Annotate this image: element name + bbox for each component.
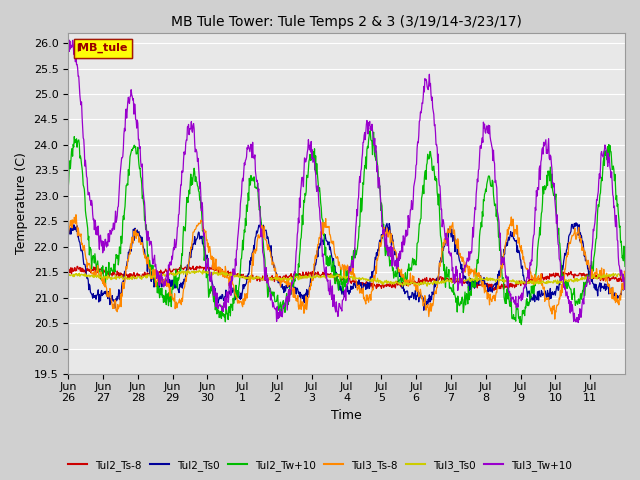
Tul3_Ts0: [399, 284, 406, 289]
Tul3_Ts0: [509, 279, 517, 285]
Tul2_Ts0: [509, 236, 517, 241]
Tul3_Tw+10: [64, 45, 72, 51]
Tul3_Ts0: [121, 274, 129, 280]
Tul2_Tw+10: [64, 186, 72, 192]
Line: Tul3_Tw+10: Tul3_Tw+10: [68, 40, 625, 323]
Tul2_Tw+10: [310, 149, 317, 155]
Line: Tul2_Ts-8: Tul2_Ts-8: [68, 265, 625, 290]
Tul2_Tw+10: [518, 322, 525, 327]
Tul3_Ts-8: [509, 216, 517, 222]
Tul3_Ts0: [310, 275, 318, 280]
Tul2_Tw+10: [367, 128, 374, 133]
Tul2_Ts-8: [290, 271, 298, 277]
Tul3_Tw+10: [621, 285, 629, 291]
Tul2_Tw+10: [447, 285, 455, 290]
Tul3_Ts-8: [72, 212, 80, 217]
Tul2_Ts-8: [500, 286, 508, 292]
Tul2_Tw+10: [289, 284, 297, 290]
Tul2_Tw+10: [499, 278, 507, 284]
Y-axis label: Temperature (C): Temperature (C): [15, 153, 28, 254]
Tul2_Ts-8: [64, 269, 72, 275]
Tul3_Ts-8: [621, 273, 629, 278]
Tul2_Ts-8: [121, 271, 129, 277]
Tul2_Ts-8: [490, 288, 498, 293]
Tul3_Ts0: [500, 276, 508, 282]
Line: Tul2_Ts0: Tul2_Ts0: [68, 223, 625, 310]
Tul3_Ts0: [64, 273, 72, 278]
Tul2_Ts0: [310, 267, 318, 273]
Tul3_Ts0: [448, 280, 456, 286]
Tul2_Ts-8: [310, 272, 318, 278]
Tul3_Tw+10: [122, 110, 129, 116]
Tul2_Ts0: [290, 285, 298, 290]
Tul2_Ts0: [257, 220, 265, 226]
Line: Tul2_Tw+10: Tul2_Tw+10: [68, 131, 625, 324]
Tul3_Tw+10: [509, 294, 517, 300]
Tul2_Ts0: [500, 262, 508, 267]
Tul2_Ts0: [420, 307, 428, 313]
Tul3_Ts-8: [499, 260, 507, 265]
Tul2_Ts0: [448, 226, 456, 232]
Line: Tul3_Ts-8: Tul3_Ts-8: [68, 215, 625, 319]
Tul3_Tw+10: [290, 273, 298, 278]
Tul2_Ts-8: [209, 262, 216, 268]
Tul2_Tw+10: [621, 264, 629, 269]
Tul3_Ts0: [195, 267, 203, 273]
Tul2_Tw+10: [509, 315, 517, 321]
Tul3_Ts-8: [447, 223, 455, 229]
Tul3_Ts0: [290, 273, 298, 279]
Line: Tul3_Ts0: Tul3_Ts0: [68, 270, 625, 287]
Tul3_Ts-8: [64, 235, 72, 240]
Tul3_Tw+10: [65, 37, 72, 43]
Tul3_Ts-8: [551, 316, 559, 322]
Tul3_Ts-8: [310, 261, 318, 267]
Tul3_Tw+10: [574, 320, 582, 325]
Tul2_Ts-8: [447, 276, 455, 281]
Tul2_Ts0: [121, 269, 129, 275]
Tul3_Ts-8: [290, 285, 298, 291]
Tul2_Tw+10: [121, 204, 129, 209]
Tul3_Tw+10: [447, 250, 455, 256]
Title: MB Tule Tower: Tule Temps 2 & 3 (3/19/14-3/23/17): MB Tule Tower: Tule Temps 2 & 3 (3/19/14…: [171, 15, 522, 29]
X-axis label: Time: Time: [332, 409, 362, 422]
Tul2_Ts-8: [621, 277, 629, 283]
Tul3_Ts-8: [122, 269, 129, 275]
Tul3_Ts0: [621, 274, 629, 279]
Tul3_Tw+10: [499, 258, 507, 264]
Tul3_Tw+10: [310, 156, 318, 161]
Tul2_Ts0: [64, 235, 72, 241]
Tul2_Ts-8: [509, 282, 517, 288]
Legend: MB_tule: MB_tule: [74, 38, 132, 58]
Tul2_Ts0: [621, 277, 629, 283]
Legend: Tul2_Ts-8, Tul2_Ts0, Tul2_Tw+10, Tul3_Ts-8, Tul3_Ts0, Tul3_Tw+10: Tul2_Ts-8, Tul2_Ts0, Tul2_Tw+10, Tul3_Ts…: [64, 456, 576, 475]
